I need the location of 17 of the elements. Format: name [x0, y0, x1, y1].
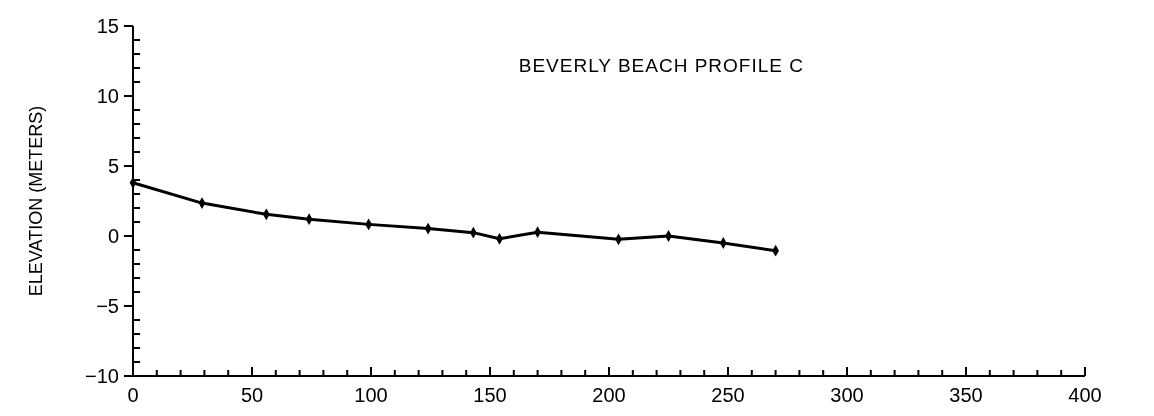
text: BEVERLY BEACH PROFILE C — [518, 55, 804, 77]
x-tick-label: 200 — [592, 384, 626, 406]
y-tick-label: 15 — [96, 15, 119, 37]
y-tick-label: −10 — [85, 365, 119, 387]
x-tick-label: 250 — [711, 384, 745, 406]
x-tick-label: 50 — [240, 384, 264, 406]
y-tick-label: 0 — [107, 225, 119, 247]
x-tick-label: 100 — [354, 384, 388, 406]
x-tick-label: 400 — [1068, 384, 1102, 406]
y-axis-title: ELEVATION (METERS) — [26, 105, 46, 297]
y-tick-label: 5 — [107, 155, 119, 177]
y-tick-label: 10 — [96, 85, 119, 107]
x-tick-label: 150 — [473, 384, 507, 406]
y-tick-label: −5 — [96, 295, 119, 317]
x-tick-label: 300 — [830, 384, 864, 406]
x-tick-label: 0 — [127, 384, 139, 406]
x-tick-label: 350 — [949, 384, 983, 406]
